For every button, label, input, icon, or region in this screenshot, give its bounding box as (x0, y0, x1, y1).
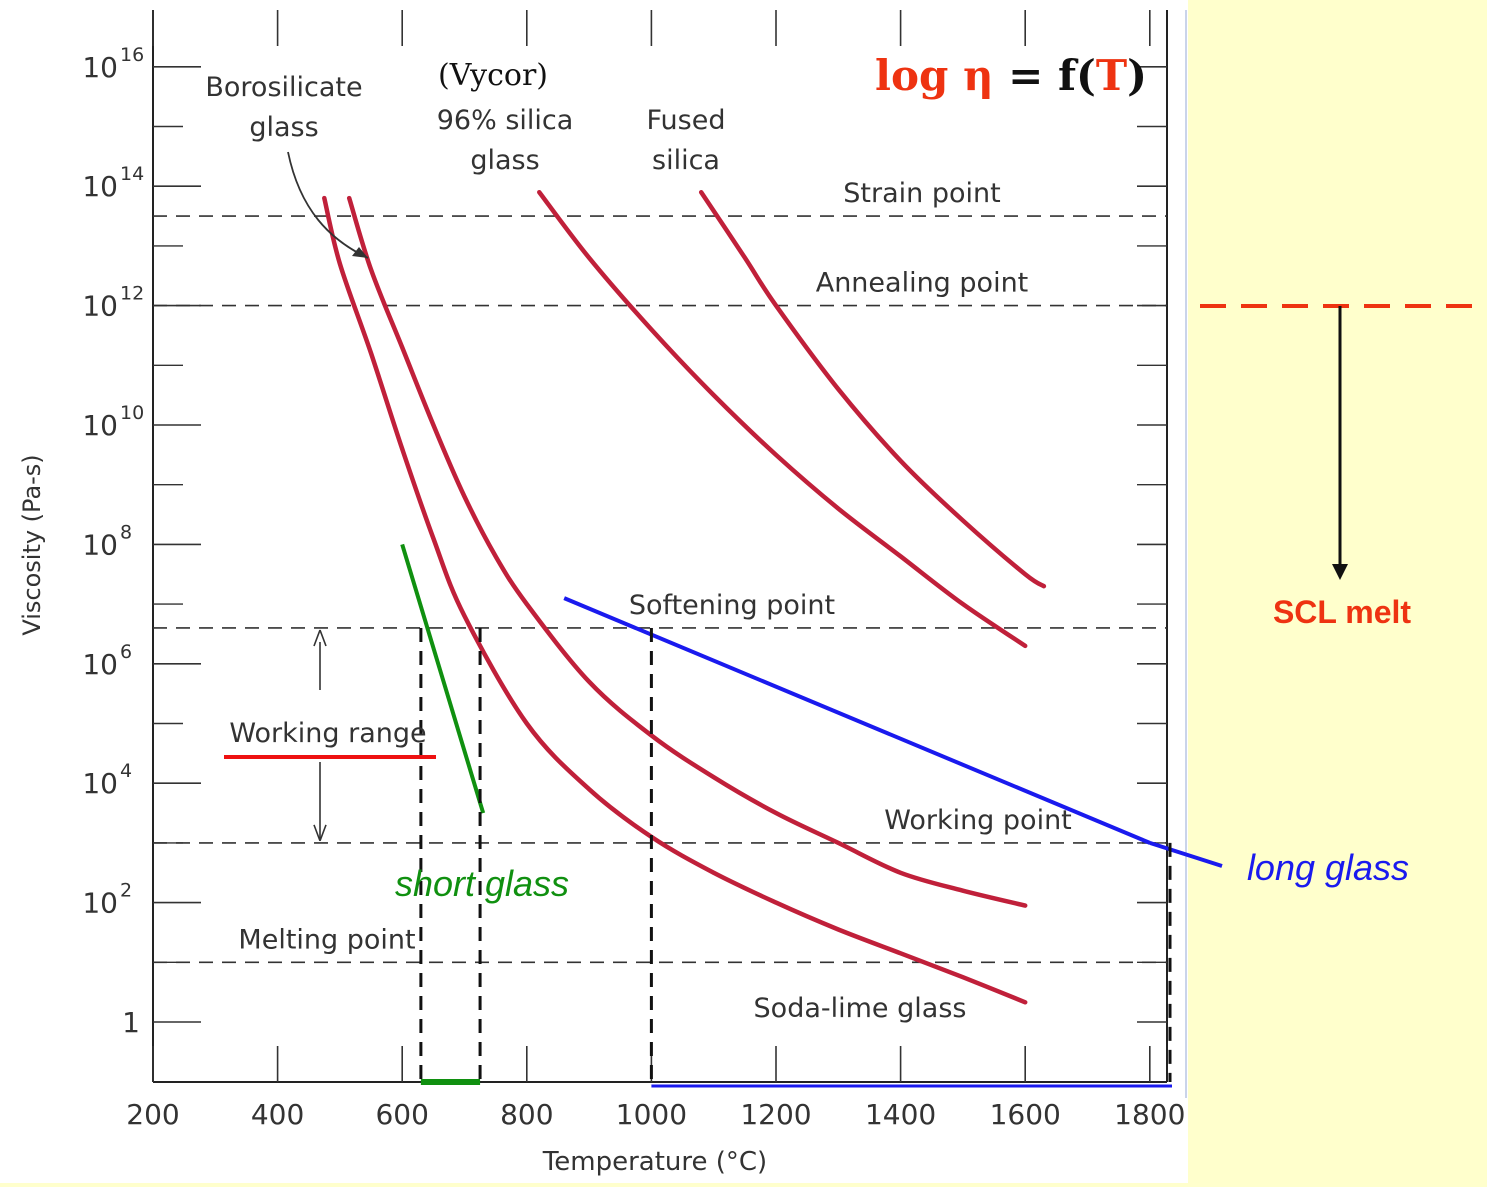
borosilicate-pointer-head (352, 247, 368, 258)
scl-arrow-head (1332, 564, 1348, 580)
y-tick-exp-1: 2 (120, 880, 132, 902)
long-glass-label: long glass (1247, 847, 1409, 888)
x-tick-label-8: 1800 (1114, 1098, 1185, 1131)
label-sodalime: Soda-lime glass (754, 993, 967, 1024)
working-range-arrowhead-down (313, 824, 327, 842)
label-fused-line1: Fused (647, 105, 726, 136)
reference-label-0: Strain point (843, 178, 1000, 209)
x-tick-label-2: 600 (375, 1098, 428, 1131)
x-tick-label-0: 200 (126, 1098, 179, 1131)
label-borosilicate-line1: Borosilicate (205, 72, 362, 103)
label-borosilicate-line2: glass (249, 112, 318, 143)
y-tick-exp-2: 4 (120, 760, 132, 782)
y-tick-exp-8: 16 (120, 44, 144, 66)
working-range-arrowhead-up (313, 629, 327, 647)
x-axis-title: Temperature (°C) (542, 1147, 767, 1177)
y-tick-label-2: 10 (82, 767, 118, 800)
formula: log η = f(T) (875, 51, 1147, 100)
y-tick-label-3: 10 (82, 648, 118, 681)
y-tick-exp-4: 8 (120, 521, 132, 543)
annotation-overlays: short glass long glass Working range (224, 543, 1409, 1088)
x-tick-label-3: 800 (500, 1098, 553, 1131)
y-tick-label-4: 10 (82, 528, 118, 561)
y-tick-label-1: 10 (82, 887, 118, 920)
x-tick-label-5: 1200 (740, 1098, 811, 1131)
short-glass-line (400, 543, 486, 814)
reference-label-4: Melting point (238, 924, 415, 955)
reference-label-3: Working point (884, 805, 1072, 836)
y-tick-label-0: 1 (122, 1006, 140, 1039)
plot-background (0, 0, 1188, 1183)
x-tick-label-1: 400 (251, 1098, 304, 1131)
short-glass-label: short glass (395, 863, 569, 904)
curve-96-silica-glass (537, 189, 1028, 649)
reference-label-1: Annealing point (816, 268, 1029, 299)
x-tick-label-6: 1400 (865, 1098, 936, 1131)
label-silica96-line2: glass (470, 145, 539, 176)
formula-prefix: log (875, 51, 963, 100)
reference-label-2: Softening point (629, 590, 835, 621)
y-tick-exp-6: 12 (120, 283, 144, 305)
y-tick-exp-3: 6 (120, 641, 132, 663)
curve-borosilicate-glass (346, 195, 1028, 908)
formula-close: ) (1127, 51, 1147, 100)
y-tick-label-7: 10 (82, 170, 118, 203)
label-fused-line2: silica (652, 145, 720, 176)
curve-soda-lime-glass (322, 195, 1028, 1005)
formula-eq: = f( (994, 51, 1096, 100)
reference-lines: Strain point Annealing point Softening poi… (153, 178, 1167, 964)
long-glass-line (563, 596, 1151, 845)
label-vycor: (Vycor) (438, 58, 548, 93)
y-tick-exp-5: 10 (120, 402, 144, 424)
y-axis-title: Viscosity (Pa-s) (18, 454, 46, 635)
viscosity-curves (322, 189, 1047, 1005)
x-tick-label-7: 1600 (990, 1098, 1061, 1131)
y-tick-label-8: 10 (82, 51, 118, 84)
x-tick-label-4: 1000 (616, 1098, 687, 1131)
working-range-label: Working range (229, 718, 426, 749)
y-tick-label-5: 10 (82, 409, 118, 442)
long-glass-leader (1149, 840, 1223, 868)
label-silica96-line1: 96% silica (437, 105, 574, 136)
scl-label: SCL melt (1273, 594, 1411, 630)
formula-T: T (1096, 51, 1127, 100)
y-tick-label-6: 10 (82, 290, 118, 323)
y-tick-exp-7: 14 (120, 163, 144, 185)
curve-fused-silica (698, 189, 1047, 589)
formula-eta: η (963, 51, 994, 100)
